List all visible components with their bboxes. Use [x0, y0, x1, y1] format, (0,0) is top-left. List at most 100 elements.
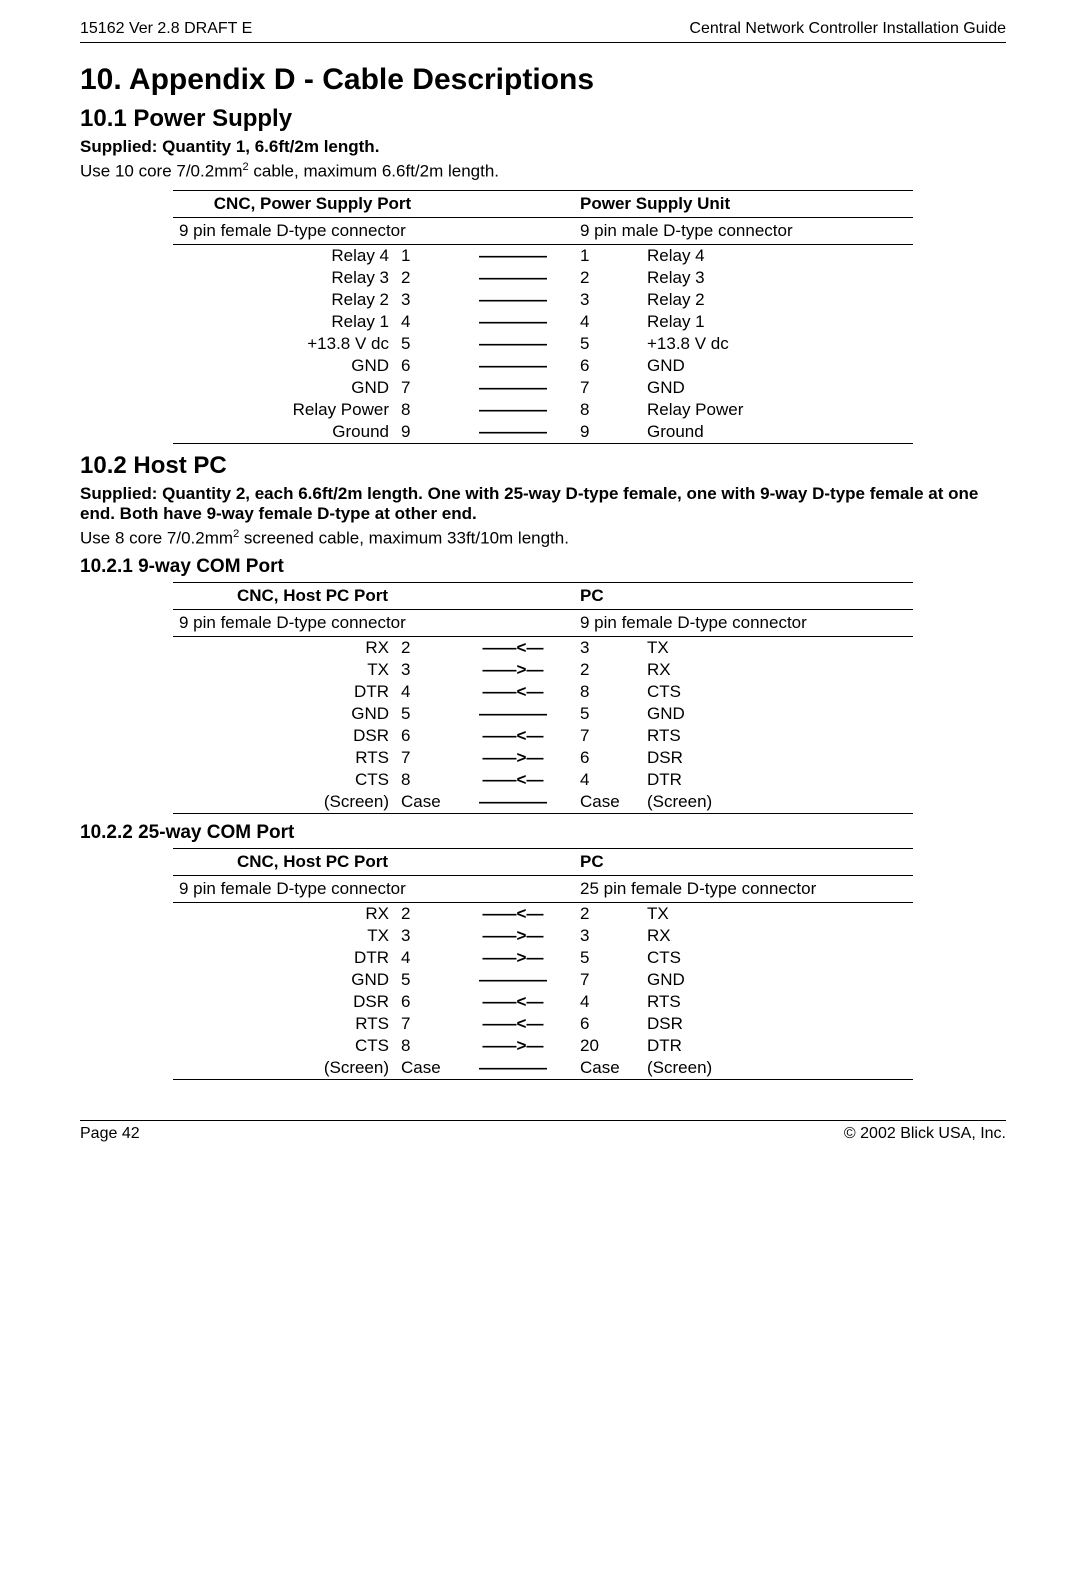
- signal-name-left: Relay 3: [173, 267, 395, 289]
- pin-number-right: 3: [574, 637, 641, 660]
- signal-name-left: Relay 2: [173, 289, 395, 311]
- pin-number-left: 3: [395, 289, 452, 311]
- signal-name-left: GND: [173, 355, 395, 377]
- header-left-port: CNC, Host PC Port: [173, 849, 452, 876]
- pin-number-right: 3: [574, 925, 641, 947]
- signal-name-left: GND: [173, 377, 395, 399]
- table-row: Relay 41————1Relay 4: [173, 244, 913, 267]
- table-row: RTS7——>—6DSR: [173, 747, 913, 769]
- pin-number-left: 3: [395, 925, 452, 947]
- header-rule: [80, 42, 1006, 43]
- pin-number-left: 2: [395, 637, 452, 660]
- table-row: TX3——>—2RX: [173, 659, 913, 681]
- subheader-left-connector: 9 pin female D-type connector: [173, 610, 452, 637]
- table-row: GND7————7GND: [173, 377, 913, 399]
- connection-arrow: ————: [452, 244, 574, 267]
- signal-name-right: DTR: [641, 1035, 913, 1057]
- pin-number-right: 2: [574, 659, 641, 681]
- pin-number-left: Case: [395, 1057, 452, 1080]
- signal-name-right: TX: [641, 637, 913, 660]
- connection-arrow: ——<—: [452, 903, 574, 926]
- pin-number-right: 1: [574, 244, 641, 267]
- pin-number-left: 6: [395, 355, 452, 377]
- pin-number-left: 4: [395, 681, 452, 703]
- connection-arrow: ——>—: [452, 659, 574, 681]
- pin-number-right: 5: [574, 703, 641, 725]
- header-left: 15162 Ver 2.8 DRAFT E: [80, 20, 252, 38]
- connection-arrow: ——<—: [452, 1013, 574, 1035]
- connection-arrow: ————: [452, 267, 574, 289]
- page-footer: Page 42 © 2002 Blick USA, Inc.: [80, 1125, 1006, 1143]
- pin-number-right: 8: [574, 399, 641, 421]
- signal-name-right: +13.8 V dc: [641, 333, 913, 355]
- signal-name-left: RX: [173, 903, 395, 926]
- cable-spec-pre: Use 10 core 7/0.2mm: [80, 162, 243, 181]
- signal-name-left: RTS: [173, 1013, 395, 1035]
- section-10-2-heading: 10.2 Host PC: [80, 452, 1006, 480]
- pin-number-left: 8: [395, 399, 452, 421]
- connection-arrow: ————: [452, 791, 574, 814]
- table-row: (Screen)Case————Case(Screen): [173, 791, 913, 814]
- pin-number-left: 6: [395, 991, 452, 1013]
- signal-name-left: RTS: [173, 747, 395, 769]
- signal-name-left: CTS: [173, 1035, 395, 1057]
- signal-name-right: Relay 1: [641, 311, 913, 333]
- power-supply-pin-table: CNC, Power Supply Port Power Supply Unit…: [173, 190, 913, 444]
- pin-number-right: 6: [574, 1013, 641, 1035]
- signal-name-right: DSR: [641, 747, 913, 769]
- pin-number-right: 5: [574, 947, 641, 969]
- signal-name-right: Relay 4: [641, 244, 913, 267]
- connection-arrow: ——<—: [452, 991, 574, 1013]
- signal-name-right: Relay 3: [641, 267, 913, 289]
- signal-name-left: DTR: [173, 681, 395, 703]
- pin-number-right: 9: [574, 421, 641, 444]
- header-right: Central Network Controller Installation …: [689, 20, 1006, 38]
- pin-number-left: 1: [395, 244, 452, 267]
- section-10-1-supplied: Supplied: Quantity 1, 6.6ft/2m length.: [80, 137, 1006, 157]
- pin-number-right: 7: [574, 969, 641, 991]
- page-container: 15162 Ver 2.8 DRAFT E Central Network Co…: [0, 0, 1086, 1163]
- table-row: TX3——>—3RX: [173, 925, 913, 947]
- signal-name-right: Relay Power: [641, 399, 913, 421]
- connection-arrow: ————: [452, 421, 574, 444]
- pin-number-right: 6: [574, 747, 641, 769]
- signal-name-right: Ground: [641, 421, 913, 444]
- signal-name-left: TX: [173, 659, 395, 681]
- signal-name-left: Relay 4: [173, 244, 395, 267]
- signal-name-left: DTR: [173, 947, 395, 969]
- table-row: Relay Power8————8Relay Power: [173, 399, 913, 421]
- signal-name-right: (Screen): [641, 791, 913, 814]
- header-right-port: Power Supply Unit: [574, 190, 913, 217]
- signal-name-right: RTS: [641, 725, 913, 747]
- table-row: +13.8 V dc5————5+13.8 V dc: [173, 333, 913, 355]
- signal-name-left: Relay Power: [173, 399, 395, 421]
- pin-number-left: Case: [395, 791, 452, 814]
- signal-name-left: +13.8 V dc: [173, 333, 395, 355]
- connection-arrow: ————: [452, 1057, 574, 1080]
- connection-arrow: ————: [452, 289, 574, 311]
- pin-number-left: 7: [395, 377, 452, 399]
- table-row: DTR4——<—8CTS: [173, 681, 913, 703]
- signal-name-right: RX: [641, 925, 913, 947]
- table-row: GND6————6GND: [173, 355, 913, 377]
- cable-spec-post: cable, maximum 6.6ft/2m length.: [249, 162, 499, 181]
- section-10-2-supplied: Supplied: Quantity 2, each 6.6ft/2m leng…: [80, 484, 1006, 524]
- table-row: GND5————7GND: [173, 969, 913, 991]
- connection-arrow: ——>—: [452, 747, 574, 769]
- signal-name-left: DSR: [173, 991, 395, 1013]
- header-left-port: CNC, Host PC Port: [173, 583, 452, 610]
- footer-page-number: Page 42: [80, 1125, 140, 1143]
- connection-arrow: ——<—: [452, 681, 574, 703]
- section-10-2-2-heading: 10.2.2 25-way COM Port: [80, 822, 1006, 844]
- connection-arrow: ——>—: [452, 1035, 574, 1057]
- table-row: GND5————5GND: [173, 703, 913, 725]
- table-row: RTS7——<—6DSR: [173, 1013, 913, 1035]
- signal-name-left: DSR: [173, 725, 395, 747]
- appendix-title: 10. Appendix D - Cable Descriptions: [80, 63, 1006, 97]
- signal-name-left: Relay 1: [173, 311, 395, 333]
- table-row: Relay 23————3Relay 2: [173, 289, 913, 311]
- section-10-2-cable-spec: Use 8 core 7/0.2mm2 screened cable, maxi…: [80, 528, 1006, 549]
- connection-arrow: ——>—: [452, 947, 574, 969]
- subheader-left-connector: 9 pin female D-type connector: [173, 876, 452, 903]
- signal-name-right: RX: [641, 659, 913, 681]
